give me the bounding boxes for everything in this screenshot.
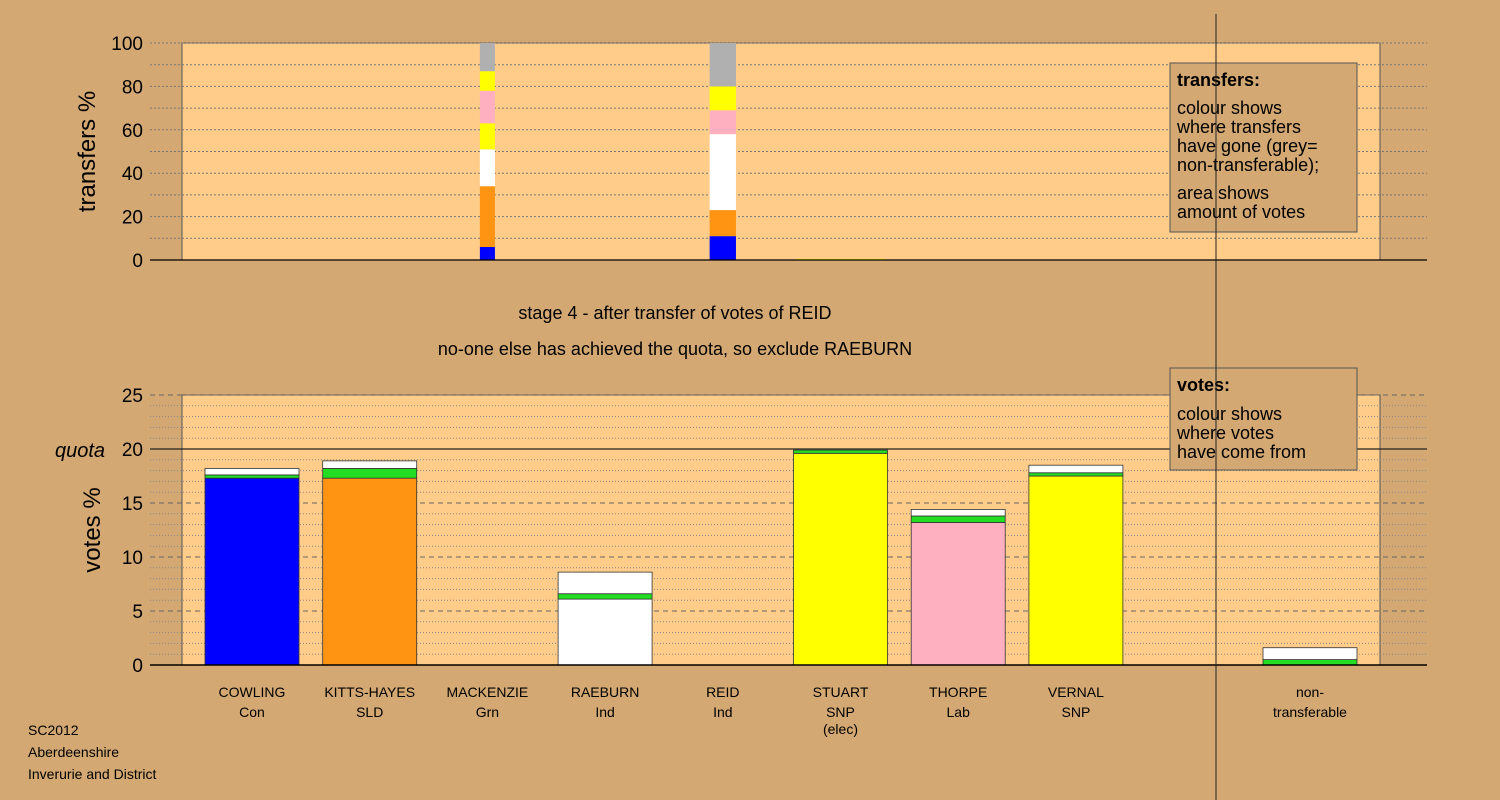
candidate-name-label: VERNAL bbox=[1048, 684, 1104, 700]
legend-votes-line-3: have come from bbox=[1177, 442, 1306, 462]
candidate-name-label: RAEBURN bbox=[571, 684, 639, 700]
vote-segment-cowling-con bbox=[204, 477, 300, 666]
transfer-segment-mackenzie-snp bbox=[479, 71, 495, 91]
transfer-segment-reid-snp bbox=[709, 86, 736, 111]
candidate-name-label: COWLING bbox=[219, 684, 286, 700]
transfers-tick-label: 0 bbox=[132, 251, 143, 272]
legend-transfers-line-4: non-transferable); bbox=[1177, 155, 1319, 175]
vote-segment-thorpe-grn bbox=[910, 515, 1006, 523]
votes-tick-label: 10 bbox=[122, 548, 143, 569]
candidate-party-label: SNP bbox=[1062, 704, 1091, 720]
nontransferable-label-2: transferable bbox=[1273, 704, 1347, 720]
candidate-party-label: Lab bbox=[947, 704, 971, 720]
vote-segment-raeburn-ind bbox=[557, 571, 653, 595]
transfers-tick-label: 80 bbox=[122, 77, 143, 98]
votes-axis-label: votes % bbox=[79, 487, 106, 572]
vote-segment-stuart-snp bbox=[793, 452, 888, 666]
vote-segment-raeburn-ind bbox=[557, 598, 653, 666]
stage-line-2: no-one else has achieved the quota, so e… bbox=[438, 339, 912, 359]
vote-segment-kitts-hayes-ind bbox=[322, 460, 418, 469]
legend-votes-line-1: colour shows bbox=[1177, 404, 1282, 424]
candidate-name-label: THORPE bbox=[929, 684, 987, 700]
legend-transfers-line-1: colour shows bbox=[1177, 98, 1282, 118]
vote-segment-vernal-ind bbox=[1028, 464, 1124, 474]
legend-transfers: transfers: colour shows where transfers … bbox=[1169, 62, 1358, 233]
transfers-tick-label: 20 bbox=[122, 208, 143, 229]
vote-segment-nontransferable-ind bbox=[1262, 647, 1358, 660]
transfers-tick-label: 100 bbox=[111, 34, 143, 55]
transfer-segment-reid-nontransferable bbox=[709, 43, 736, 87]
vote-segment-cowling-grn bbox=[204, 474, 300, 479]
transfers-axis-label: transfers % bbox=[74, 91, 101, 212]
transfer-segment-mackenzie-sld bbox=[479, 186, 495, 247]
quota-label: quota bbox=[55, 440, 105, 462]
votes-tick-label: 25 bbox=[122, 386, 143, 407]
footer-line-3: Inverurie and District bbox=[28, 766, 156, 782]
transfer-segment-reid-sld bbox=[709, 210, 736, 237]
vote-segment-vernal-snp bbox=[1028, 475, 1124, 666]
legend-transfers-line-6: amount of votes bbox=[1177, 202, 1305, 222]
vote-segment-nontransferable-grn bbox=[1262, 659, 1358, 666]
candidate-status-label: (elec) bbox=[823, 721, 858, 737]
nontransferable-label-1: non- bbox=[1296, 684, 1324, 700]
legend-votes-line-2: where votes bbox=[1176, 423, 1274, 443]
transfer-segment-reid-con bbox=[709, 236, 736, 260]
candidate-name-label: MACKENZIE bbox=[447, 684, 529, 700]
vote-segment-kitts-hayes-sld bbox=[322, 477, 418, 666]
legend-votes: votes: colour shows where votes have com… bbox=[1169, 367, 1358, 471]
transfer-segment-mackenzie-con bbox=[479, 246, 495, 260]
legend-transfers-title: transfers: bbox=[1177, 70, 1260, 90]
footer-line-2: Aberdeenshire bbox=[28, 744, 119, 760]
legend-votes-title: votes: bbox=[1177, 375, 1230, 395]
footer-line-1: SC2012 bbox=[28, 722, 79, 738]
candidate-name-label: REID bbox=[706, 684, 739, 700]
transfer-segment-reid-lab bbox=[709, 110, 736, 135]
votes-tick-label: 15 bbox=[122, 494, 143, 515]
candidate-party-label: Ind bbox=[713, 704, 732, 720]
candidate-party-label: Ind bbox=[595, 704, 614, 720]
candidate-party-label: SNP bbox=[826, 704, 855, 720]
candidate-party-label: Grn bbox=[476, 704, 499, 720]
vote-segment-vernal-grn bbox=[1028, 472, 1124, 477]
transfers-tick-label: 60 bbox=[122, 121, 143, 142]
vote-segment-raeburn-grn bbox=[557, 593, 653, 600]
vote-segment-stuart-grn bbox=[793, 449, 888, 454]
votes-tick-label: 5 bbox=[132, 602, 143, 623]
transfer-segment-mackenzie-lab bbox=[479, 90, 495, 124]
vote-segment-cowling-ind bbox=[204, 468, 300, 476]
votes-tick-label: 0 bbox=[132, 656, 143, 677]
legend-transfers-line-3: have gone (grey= bbox=[1177, 136, 1318, 156]
candidate-party-label: SLD bbox=[356, 704, 383, 720]
transfer-segment-mackenzie-nontransferable bbox=[479, 43, 495, 72]
transfer-segment-mackenzie-snp bbox=[479, 123, 495, 150]
vote-segment-kitts-hayes-grn bbox=[322, 468, 418, 479]
candidate-name-label: STUART bbox=[813, 684, 869, 700]
transfer-segment-reid-ind bbox=[709, 134, 736, 211]
vote-segment-thorpe-ind bbox=[910, 509, 1006, 517]
transfer-segment-mackenzie-ind bbox=[479, 149, 495, 187]
votes-tick-label: 20 bbox=[122, 440, 143, 461]
transfers-tick-label: 40 bbox=[122, 164, 143, 185]
legend-transfers-line-5: area shows bbox=[1177, 183, 1269, 203]
legend-transfers-line-2: where transfers bbox=[1176, 117, 1301, 137]
vote-segment-thorpe-lab bbox=[910, 522, 1006, 666]
candidate-party-label: Con bbox=[239, 704, 265, 720]
candidate-name-label: KITTS-HAYES bbox=[324, 684, 415, 700]
stage-line-1: stage 4 - after transfer of votes of REI… bbox=[518, 303, 831, 323]
